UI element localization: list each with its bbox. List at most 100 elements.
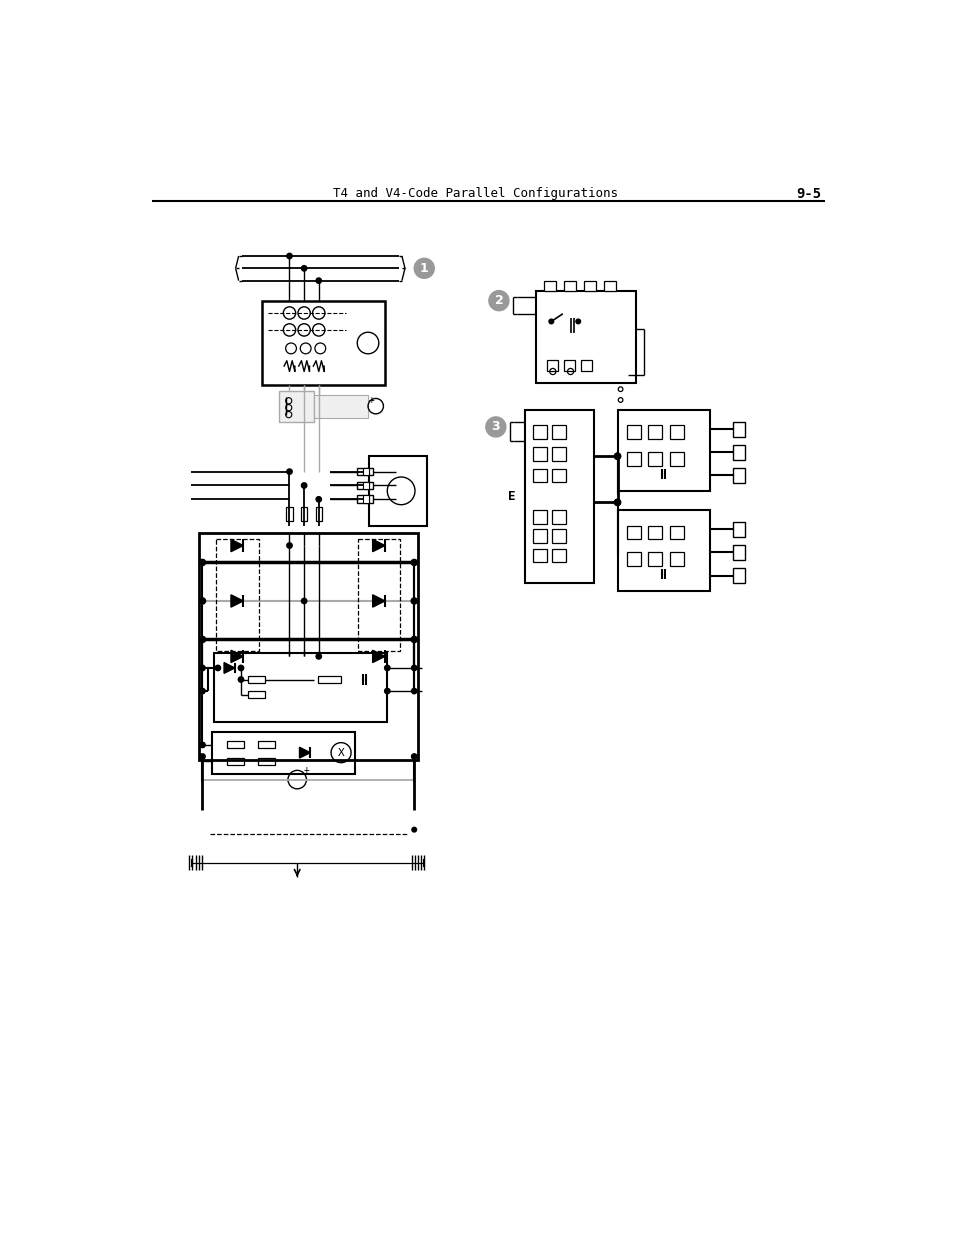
Circle shape (384, 688, 390, 694)
Bar (732, 568, 743, 583)
Text: T4 and V4-Code Parallel Configurations: T4 and V4-Code Parallel Configurations (333, 188, 618, 200)
Circle shape (485, 417, 505, 437)
Circle shape (614, 453, 620, 459)
Bar (564, 359, 575, 370)
Bar (257, 741, 274, 748)
Circle shape (301, 598, 307, 604)
Circle shape (199, 666, 205, 671)
Bar (669, 452, 683, 466)
Bar (552, 425, 565, 440)
Bar (362, 495, 369, 503)
Bar (543, 282, 556, 290)
Bar (648, 526, 661, 540)
Bar (279, 390, 314, 421)
Text: 1: 1 (419, 262, 428, 275)
Bar (216, 540, 258, 651)
Bar (261, 300, 385, 385)
Bar (533, 447, 546, 461)
Polygon shape (231, 595, 243, 608)
Circle shape (411, 688, 416, 694)
Circle shape (411, 559, 416, 566)
Bar (669, 552, 683, 567)
Circle shape (384, 666, 390, 671)
Text: +: + (303, 766, 309, 776)
Bar (357, 540, 400, 651)
Bar (732, 421, 743, 437)
Bar (213, 652, 387, 721)
Circle shape (414, 258, 434, 278)
Circle shape (287, 253, 292, 258)
Bar (626, 552, 640, 567)
Bar (533, 530, 546, 543)
Bar (533, 548, 546, 562)
Polygon shape (373, 595, 385, 608)
Bar (669, 425, 683, 440)
Bar (533, 510, 546, 524)
Bar (362, 482, 369, 489)
Polygon shape (299, 747, 310, 758)
Circle shape (199, 636, 205, 642)
Circle shape (315, 496, 321, 501)
Circle shape (614, 499, 620, 505)
Bar (213, 732, 355, 774)
Bar (315, 508, 321, 521)
Circle shape (411, 753, 416, 760)
Circle shape (412, 827, 416, 832)
Circle shape (315, 653, 321, 659)
Circle shape (301, 483, 307, 488)
Circle shape (215, 666, 220, 671)
Bar (227, 741, 244, 748)
Bar (356, 468, 373, 475)
Bar (552, 530, 565, 543)
Bar (198, 534, 417, 761)
Text: 9-5: 9-5 (796, 186, 821, 200)
Bar (536, 290, 636, 383)
Circle shape (576, 319, 580, 324)
Bar (317, 676, 341, 683)
Bar (617, 510, 709, 592)
Bar (552, 510, 565, 524)
Circle shape (614, 453, 620, 459)
Bar (552, 548, 565, 562)
Bar (583, 282, 596, 290)
Circle shape (488, 290, 508, 311)
Polygon shape (373, 540, 385, 552)
Bar (314, 395, 368, 417)
Circle shape (238, 666, 243, 671)
Bar (286, 508, 293, 521)
Bar (533, 425, 546, 440)
Text: +: + (369, 395, 375, 405)
Circle shape (199, 688, 205, 694)
Circle shape (199, 559, 205, 566)
Bar (732, 545, 743, 561)
Polygon shape (373, 651, 385, 662)
Bar (563, 282, 576, 290)
Circle shape (411, 666, 416, 671)
Circle shape (199, 753, 205, 760)
Bar (732, 521, 743, 537)
Circle shape (287, 543, 292, 548)
Bar (626, 526, 640, 540)
Bar (524, 410, 594, 583)
Bar (301, 508, 307, 521)
Bar (626, 425, 640, 440)
Bar (648, 552, 661, 567)
Circle shape (301, 266, 307, 270)
Circle shape (614, 499, 620, 505)
Bar (227, 757, 244, 764)
Circle shape (548, 319, 553, 324)
Text: X: X (337, 747, 344, 757)
Bar (732, 468, 743, 483)
Bar (669, 526, 683, 540)
Circle shape (411, 598, 416, 604)
Bar (580, 359, 592, 370)
Bar (533, 468, 546, 483)
Bar (648, 452, 661, 466)
Polygon shape (231, 540, 243, 552)
Bar (248, 692, 265, 698)
Text: 2: 2 (494, 294, 503, 308)
Bar (356, 482, 373, 489)
Circle shape (287, 469, 292, 474)
Bar (257, 757, 274, 764)
Text: 3: 3 (491, 420, 499, 433)
